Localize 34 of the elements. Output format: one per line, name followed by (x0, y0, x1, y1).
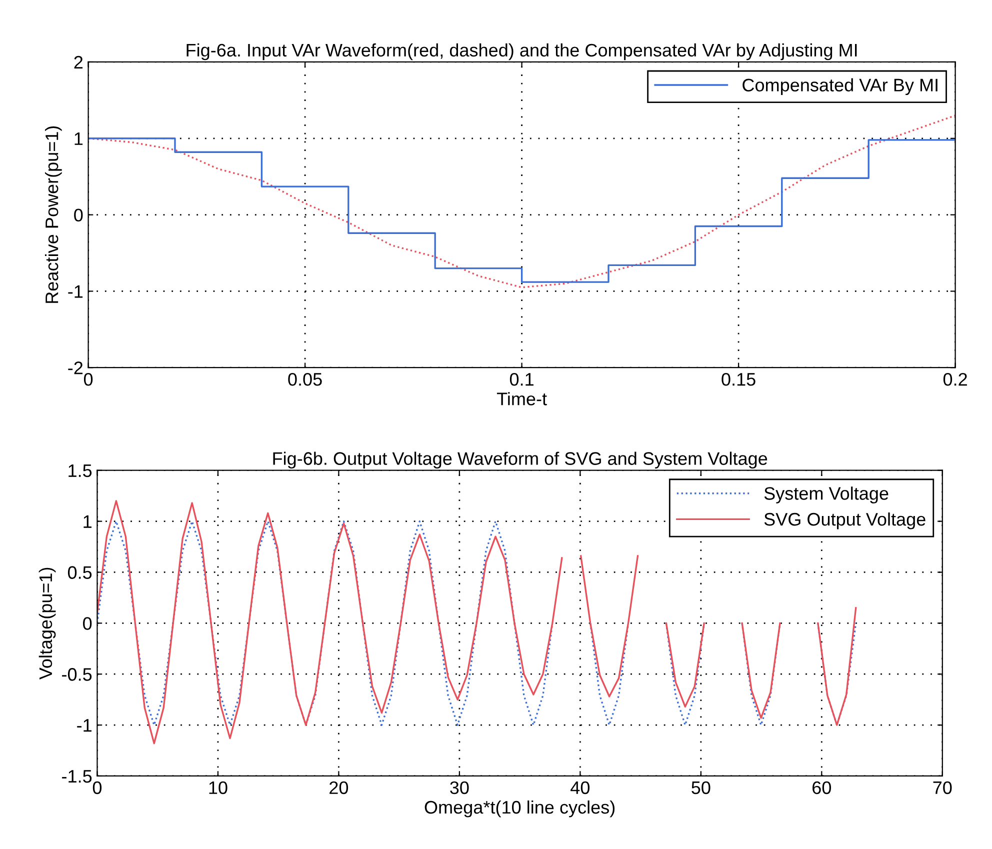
x-tick-label: 0 (92, 781, 102, 794)
line-series (88, 114, 956, 288)
y-tick-label: 2 (74, 56, 83, 69)
x-tick-label: 10 (209, 781, 228, 794)
y-tick-label: 0 (74, 208, 83, 222)
chart-title: Fig-6b. Output Voltage Waveform of SVG and System Voltage (273, 452, 768, 469)
x-tick-label: 60 (812, 781, 831, 794)
y-tick-label: 1.5 (68, 464, 92, 478)
y-tick-label: -1 (77, 719, 92, 732)
legend-label: SVG Output Voltage (764, 512, 926, 530)
y-tick-label: 1 (84, 515, 92, 528)
y-tick-label: 0 (83, 617, 92, 630)
x-tick-label: 0.15 (722, 372, 756, 386)
x-tick-label: 50 (692, 781, 710, 794)
x-tick-label: 0.1 (510, 372, 534, 386)
y-tick-label: -1 (68, 285, 83, 298)
x-axis-title: Time-t (496, 392, 547, 406)
legend-label: Compensated VAr By MI (742, 78, 938, 96)
x-tick-label: 20 (330, 781, 348, 794)
y-tick-label: -1.5 (62, 770, 92, 783)
chart-title: Fig-6a. Input VAr Waveform(red, dashed) and the Compensated VAr by Adjusting MI (186, 43, 857, 60)
y-tick-label: -2 (68, 362, 83, 374)
x-axis-title: Omega*t(10 line cycles) (424, 800, 615, 818)
x-tick-label: 40 (570, 781, 590, 794)
y-tick-label: 0.5 (68, 566, 92, 579)
x-tick-label: 0.2 (943, 372, 967, 386)
y-axis-title: Voltage(pu=1) (38, 568, 56, 680)
y-tick-label: -0.5 (62, 668, 92, 681)
x-tick-label: 30 (450, 781, 469, 794)
y-axis-title: Reactive Power(pu=1) (44, 126, 62, 303)
x-tick-label: 0.05 (288, 372, 322, 386)
y-tick-label: 1 (74, 132, 83, 145)
x-tick-label: 70 (933, 781, 952, 794)
legend-label: System Voltage (764, 486, 888, 504)
